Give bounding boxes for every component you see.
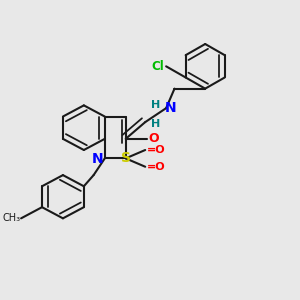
Text: H: H <box>151 100 160 110</box>
Text: =O: =O <box>147 162 165 172</box>
Text: Cl: Cl <box>151 60 164 73</box>
Text: N: N <box>92 152 103 166</box>
Text: CH₃: CH₃ <box>2 213 20 223</box>
Text: S: S <box>121 152 131 165</box>
Text: O: O <box>148 132 159 145</box>
Text: H: H <box>151 118 160 128</box>
Text: =O: =O <box>147 145 165 155</box>
Text: N: N <box>165 101 176 115</box>
